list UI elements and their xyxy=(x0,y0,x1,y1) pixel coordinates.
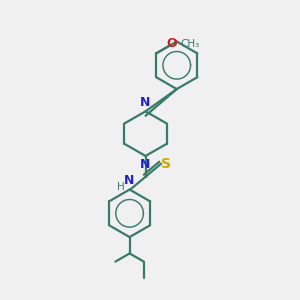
Text: H: H xyxy=(117,182,125,192)
Text: S: S xyxy=(161,157,171,171)
Text: N: N xyxy=(124,174,134,187)
Text: N: N xyxy=(140,158,150,171)
Text: O: O xyxy=(167,37,177,50)
Text: N: N xyxy=(140,96,150,109)
Text: CH₃: CH₃ xyxy=(181,39,200,49)
